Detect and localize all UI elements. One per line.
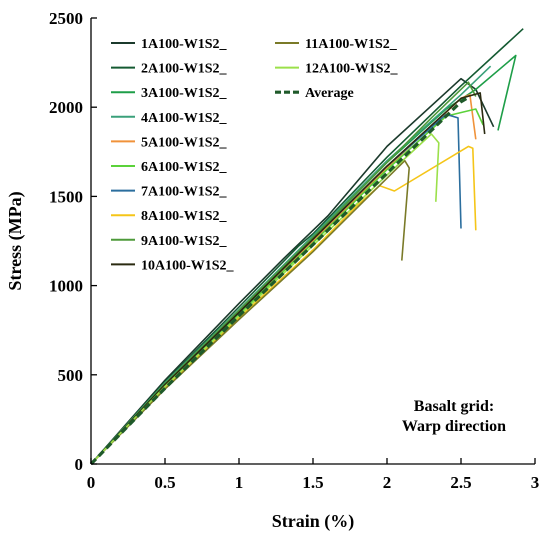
y-tick-label: 500 (58, 366, 84, 385)
series-line-11 (90, 159, 410, 465)
ticks-layer: 0 0.5 1 1.5 2 2.5 3 0 500 1000 1500 2000 2500 (49, 9, 539, 492)
series-line-12 (90, 133, 440, 465)
y-tick-label: 1500 (49, 187, 83, 206)
x-tick-label: 2 (383, 473, 392, 492)
legend-label: 1A100-W1S2_ (141, 37, 228, 52)
legend-label: 9A100-W1S2_ (141, 234, 228, 249)
annotation-line-1: Basalt grid: (414, 398, 494, 415)
average-line (89, 96, 470, 466)
legend-label: 10A100-W1S2_ (141, 258, 235, 273)
y-tick-label: 1000 (49, 277, 83, 296)
x-tick-label: 0 (87, 473, 96, 492)
legend-label: 7A100-W1S2_ (141, 185, 228, 200)
series-line-10 (90, 92, 486, 465)
y-axis-title: Stress (MPa) (5, 191, 26, 290)
legend-label: 5A100-W1S2_ (141, 135, 228, 150)
x-tick-label: 0.5 (154, 473, 175, 492)
x-tick-label: 3 (531, 473, 540, 492)
annotation-line-2: Warp direction (402, 418, 506, 435)
legend-label: Average (305, 86, 354, 101)
series-line-2 (90, 28, 524, 465)
x-tick-label: 2.5 (450, 473, 471, 492)
y-tick-label: 0 (75, 455, 84, 474)
x-tick-label: 1 (235, 473, 244, 492)
series-line-1 (90, 77, 495, 465)
legend-label: 8A100-W1S2_ (141, 209, 228, 224)
x-tick-label: 1.5 (302, 473, 323, 492)
legend-label: 6A100-W1S2_ (141, 160, 228, 175)
legend: 1A100-W1S2_ 2A100-W1S2_ 3A100-W1S2_ 4A100-W… (111, 37, 399, 273)
legend-label: 11A100-W1S2_ (305, 37, 398, 52)
y-tick-label: 2500 (49, 9, 83, 28)
annotation: Basalt grid: Warp direction (402, 398, 506, 435)
legend-label: 12A100-W1S2_ (305, 62, 399, 77)
legend-label: 4A100-W1S2_ (141, 111, 228, 126)
x-axis-title: Strain (%) (272, 511, 355, 532)
legend-label: 3A100-W1S2_ (141, 86, 228, 101)
series-layer (89, 28, 524, 466)
y-tick-label: 2000 (49, 98, 83, 117)
legend-label: 2A100-W1S2_ (141, 62, 228, 77)
